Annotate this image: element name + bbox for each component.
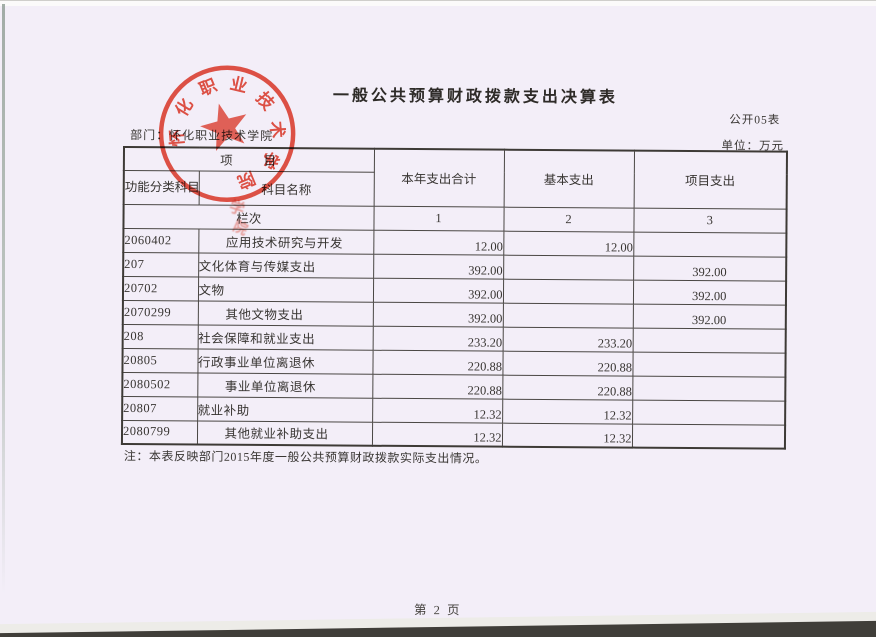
row-project-value xyxy=(632,327,786,353)
col-number-2: 2 xyxy=(503,206,634,232)
row-subject-name: 其他就业补助支出 xyxy=(196,420,373,446)
row-basic-value xyxy=(502,278,634,304)
row-total-value: 220.88 xyxy=(372,349,503,375)
row-code: 2070299 xyxy=(122,300,198,325)
table-body: 2060402 应用技术研究与开发 12.00 12.00 207 文化体育与传媒支出 39… xyxy=(121,228,787,449)
row-total-value: 233.20 xyxy=(372,325,503,351)
col-number-3: 3 xyxy=(633,207,787,233)
row-basic-value xyxy=(502,302,633,328)
header-project: 项目支出 xyxy=(633,150,788,209)
row-subject-name: 其他文物支出 xyxy=(197,300,373,326)
seal-character: 业 xyxy=(228,74,249,96)
header-basic: 基本支出 xyxy=(503,149,635,208)
row-subject-name: 文化体育与传媒支出 xyxy=(198,252,374,278)
row-subject-name: 社会保障和就业支出 xyxy=(197,324,373,350)
row-project-value: 392.00 xyxy=(632,279,787,305)
seal-character: 术 xyxy=(267,120,288,139)
seal-character: 技 xyxy=(252,88,279,115)
official-seal-stamp: 怀化职 业技术学院 xyxy=(158,65,296,202)
scan-edge-left xyxy=(2,4,5,594)
row-project-value xyxy=(632,375,786,401)
seal-character: 化 xyxy=(171,95,197,120)
table-row: 2080799 其他就业补助支出 12.32 12.32 xyxy=(121,420,786,449)
row-total-value: 12.00 xyxy=(373,229,504,255)
row-subject-name: 行政事业单位离退休 xyxy=(197,348,373,374)
row-total-value: 392.00 xyxy=(373,253,504,279)
row-subject-name: 就业补助 xyxy=(197,396,373,422)
row-basic-value xyxy=(503,254,634,280)
star-icon xyxy=(200,103,247,151)
form-code-label: 公开05表 xyxy=(729,114,781,127)
row-code: 2080799 xyxy=(121,420,198,445)
row-subject-name: 事业单位离退休 xyxy=(197,372,373,398)
row-code: 207 xyxy=(123,252,199,277)
scan-edge-top xyxy=(0,0,876,6)
row-basic-value: 12.32 xyxy=(502,398,633,424)
row-basic-value: 233.20 xyxy=(502,326,633,352)
seal-character: 职 xyxy=(196,76,219,100)
header-total: 本年支出合计 xyxy=(373,148,505,207)
row-total-value: 12.32 xyxy=(371,421,503,447)
seal-ring xyxy=(158,65,296,202)
row-project-value xyxy=(631,423,786,449)
row-code: 208 xyxy=(122,324,198,349)
row-basic-value: 220.88 xyxy=(502,350,633,376)
row-project-value: 392.00 xyxy=(633,255,787,281)
row-code: 2080502 xyxy=(122,372,198,397)
row-total-value: 392.00 xyxy=(372,277,504,303)
row-basic-value: 220.88 xyxy=(502,374,633,400)
footnote: 注：本表反映部门2015年度一般公共预算财政拨款实际支出情况。 xyxy=(123,449,488,466)
row-project-value xyxy=(633,231,787,257)
seal-character: 学 xyxy=(257,148,283,173)
row-total-value: 12.32 xyxy=(372,397,503,423)
row-subject-name: 应用技术研究与开发 xyxy=(198,228,374,254)
row-basic-value: 12.00 xyxy=(503,230,634,256)
row-code: 20807 xyxy=(122,396,198,421)
row-code: 20702 xyxy=(122,276,199,301)
row-code: 20805 xyxy=(122,348,198,373)
row-project-value: 392.00 xyxy=(632,303,786,329)
col-number-1: 1 xyxy=(373,205,504,231)
row-total-value: 392.00 xyxy=(372,301,503,327)
row-subject-name: 文物 xyxy=(197,276,374,302)
row-basic-value: 12.32 xyxy=(501,422,633,448)
row-project-value xyxy=(632,399,786,425)
row-project-value xyxy=(632,351,786,377)
row-total-value: 220.88 xyxy=(372,373,503,399)
seal-character: 怀 xyxy=(167,129,187,147)
row-code: 2060402 xyxy=(123,228,199,253)
seal-character: 院 xyxy=(235,168,258,193)
